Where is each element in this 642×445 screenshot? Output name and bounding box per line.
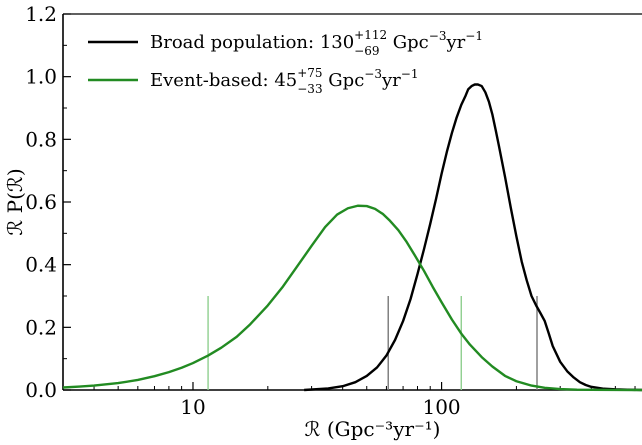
plot-layer: 0.0 0.2 0.4 0.6 0.8 1.0 1.2 10 100 (25, 2, 642, 419)
y-tick-label: 0.8 (25, 127, 57, 151)
legend: Broad population: 130+112 −69 Gpc−3yr−1 Ev… (88, 28, 483, 96)
y-tick-label: 0.4 (25, 253, 57, 277)
y-tick-label: 1.0 (25, 65, 57, 89)
y-tick-label: 1.2 (25, 2, 57, 26)
y-tick-label: 0.6 (25, 190, 57, 214)
x-tick-label: 10 (180, 395, 205, 419)
x-tick-label: 100 (422, 395, 460, 419)
event-based-legend-label: Event-based: 45+75 −33 Gpc−3yr−1 (150, 66, 418, 96)
axis-labels: ℛ (Gpc⁻³yr⁻¹) ℛ P(ℛ) (3, 168, 440, 441)
y-axis-label: ℛ P(ℛ) (3, 168, 27, 235)
broad-population-legend-label: Broad population: 130+112 −69 Gpc−3yr−1 (150, 28, 483, 58)
x-axis-label: ℛ (Gpc⁻³yr⁻¹) (305, 417, 441, 441)
y-tick-label: 0.2 (25, 315, 57, 339)
event-based-line (62, 204, 642, 392)
y-tick-label: 0.0 (25, 378, 57, 402)
broad-population-line (304, 83, 642, 392)
